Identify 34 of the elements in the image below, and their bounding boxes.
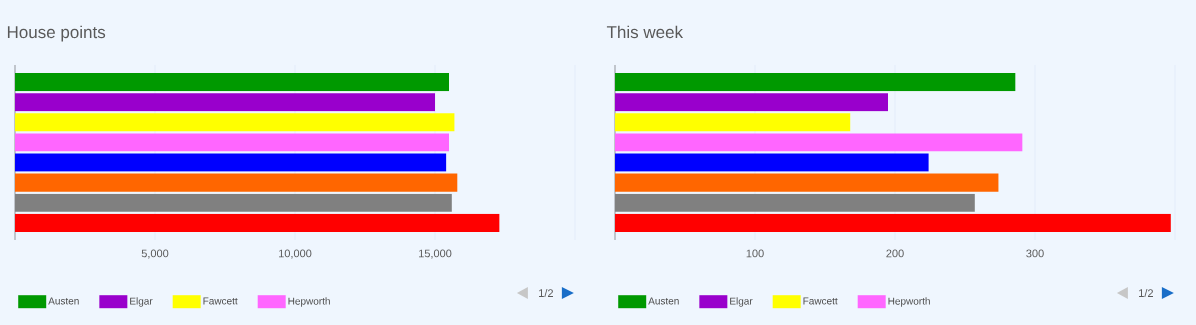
- bar: [15, 153, 447, 172]
- legend-label: Austen: [648, 297, 679, 305]
- legend-label: Fawcett: [203, 297, 238, 305]
- x-tick-label: 15,000: [419, 249, 452, 259]
- bar: [615, 133, 1023, 152]
- bar: [615, 113, 851, 132]
- x-tick-label: 300: [1026, 249, 1044, 258]
- bar: [15, 113, 455, 132]
- bar: [615, 93, 889, 112]
- bar: [615, 153, 929, 172]
- x-tick-label: 200: [886, 249, 904, 258]
- x-tick-label: 100: [746, 249, 764, 258]
- legend-label: Elgar: [730, 297, 753, 307]
- bar: [15, 93, 436, 112]
- legend-label: Elgar: [130, 297, 153, 307]
- chart-title: House points: [7, 25, 106, 42]
- legend-label: Austen: [48, 297, 79, 305]
- text: 1/2: [539, 288, 553, 298]
- bar: [615, 213, 1171, 232]
- bar: [15, 193, 452, 212]
- x-tick-label: 10,000: [279, 249, 312, 259]
- legend-label: Fawcett: [803, 297, 838, 305]
- bar: [15, 173, 458, 192]
- text: 1/2: [1139, 288, 1153, 298]
- legend-label: Hepworth: [288, 297, 330, 307]
- bar: [15, 133, 450, 152]
- bar: [615, 193, 975, 212]
- chart-title: This week: [606, 25, 684, 39]
- legend-label: Hepworth: [888, 297, 930, 307]
- bar: [15, 213, 500, 232]
- bar: [615, 173, 999, 192]
- bar: [15, 73, 450, 92]
- bar: [615, 73, 1016, 92]
- x-tick-label: 5,000: [141, 249, 169, 259]
